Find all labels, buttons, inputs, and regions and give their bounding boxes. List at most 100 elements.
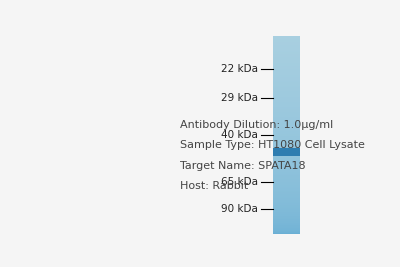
Bar (273, 72, 300, 74)
Bar (273, 221, 300, 223)
Bar (273, 222, 300, 224)
Bar (273, 130, 300, 131)
Bar (273, 194, 300, 195)
Bar (273, 87, 300, 88)
Bar (273, 169, 300, 170)
Bar (273, 50, 300, 51)
Bar (273, 156, 300, 158)
Bar (273, 228, 300, 230)
Bar (273, 139, 300, 140)
Bar (273, 121, 300, 122)
Bar (273, 184, 300, 185)
Bar (273, 171, 300, 172)
Bar (273, 150, 300, 152)
Bar (273, 162, 300, 163)
Bar (273, 126, 300, 127)
Bar (273, 48, 300, 49)
Bar (273, 73, 300, 75)
Bar (273, 62, 300, 64)
Bar (273, 176, 300, 177)
Bar (273, 226, 300, 227)
Bar (273, 51, 300, 52)
Bar (273, 147, 300, 148)
Text: 22 kDa: 22 kDa (221, 64, 258, 74)
Bar (273, 148, 300, 156)
Bar (273, 108, 300, 109)
Bar (273, 106, 300, 107)
Text: Host: Rabbit: Host: Rabbit (180, 181, 248, 191)
Bar (273, 173, 300, 174)
Bar (273, 144, 300, 146)
Bar (273, 102, 300, 103)
Bar (273, 122, 300, 123)
Bar (273, 86, 300, 88)
Bar (273, 90, 300, 91)
Bar (273, 115, 300, 116)
Bar (273, 183, 300, 184)
Bar (273, 42, 300, 43)
Bar (273, 155, 300, 156)
Bar (273, 159, 300, 160)
Bar (273, 195, 300, 196)
Bar (273, 79, 300, 81)
Bar (273, 179, 300, 180)
Bar (273, 161, 300, 162)
Bar (273, 168, 300, 169)
Bar (273, 202, 300, 203)
Bar (273, 81, 300, 83)
Bar (273, 140, 300, 141)
Bar (273, 178, 300, 179)
Text: Target Name: SPATA18: Target Name: SPATA18 (180, 161, 306, 171)
Bar (273, 111, 300, 112)
Bar (273, 109, 300, 110)
Bar (273, 231, 300, 233)
Bar (273, 165, 300, 166)
Bar (273, 148, 300, 150)
Bar (273, 37, 300, 38)
Bar (273, 219, 300, 221)
Bar (273, 217, 300, 218)
Bar (273, 69, 300, 71)
Bar (273, 193, 300, 194)
Bar (273, 107, 300, 108)
Bar (273, 229, 300, 231)
Bar (273, 91, 300, 92)
Text: 29 kDa: 29 kDa (221, 93, 258, 103)
Bar (273, 58, 300, 59)
Bar (273, 205, 300, 206)
Bar (273, 72, 300, 73)
Bar (273, 153, 300, 155)
Bar (273, 142, 300, 143)
Bar (273, 123, 300, 124)
Bar (273, 76, 300, 78)
Bar (273, 127, 300, 128)
Bar (273, 207, 300, 208)
Bar (273, 215, 300, 216)
Bar (273, 181, 300, 182)
Bar (273, 95, 300, 96)
Bar (273, 182, 300, 183)
Bar (273, 225, 300, 226)
Bar (273, 138, 300, 139)
Bar (273, 118, 300, 119)
Bar (273, 143, 300, 145)
Bar (273, 209, 300, 210)
Bar (273, 116, 300, 117)
Bar (273, 132, 300, 133)
Bar (273, 120, 300, 121)
Bar (273, 135, 300, 136)
Text: Antibody Dilution: 1.0µg/ml: Antibody Dilution: 1.0µg/ml (180, 120, 334, 129)
Bar (273, 167, 300, 168)
Bar (273, 99, 300, 100)
Bar (273, 185, 300, 186)
Bar (273, 88, 300, 89)
Bar (273, 147, 300, 149)
Bar (273, 191, 300, 192)
Bar (273, 117, 300, 118)
Bar (273, 56, 300, 57)
Bar (273, 45, 300, 46)
Bar (273, 137, 300, 138)
Bar (273, 101, 300, 102)
Bar (273, 221, 300, 222)
Bar (273, 82, 300, 84)
